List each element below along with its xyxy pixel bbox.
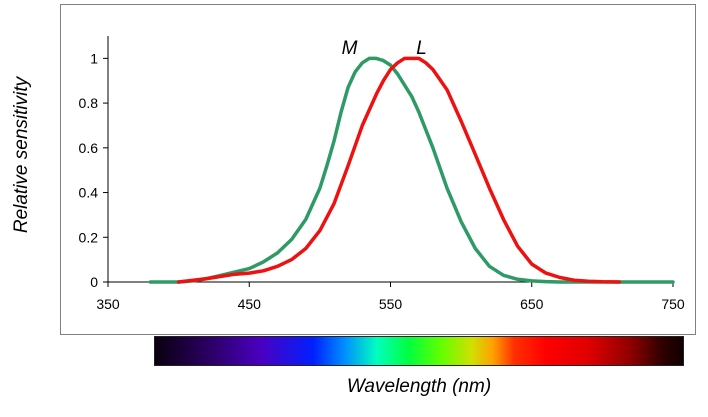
x-tick-label: 750: [661, 296, 685, 312]
x-tick-label: 350: [96, 296, 120, 312]
series-line-m: [148, 56, 675, 284]
wavelength-spectrum-bar: [154, 336, 684, 366]
series-line-l: [176, 56, 622, 284]
x-tick-label: 650: [520, 296, 544, 312]
x-axis-title: Wavelength (nm): [346, 376, 492, 397]
y-tick-label: 0.4: [79, 185, 99, 201]
y-tick-label: 1: [90, 50, 98, 66]
y-tick-label: 0: [90, 274, 98, 290]
chart-plot: 0 0.2 0.4 0.6 0.8 1 350 450 550 650 750 M L: [79, 36, 685, 312]
y-tick-label: 0.6: [79, 140, 99, 156]
curve-label-m: M: [342, 38, 358, 59]
y-tick-label: 0.8: [79, 95, 99, 111]
x-tick-label: 450: [238, 296, 262, 312]
x-tick-label: 550: [379, 296, 403, 312]
chart-frame: [60, 4, 696, 335]
y-axis-title: Relative sensitivity: [11, 76, 32, 234]
curve-label-l: L: [416, 38, 427, 59]
y-tick-label: 0.2: [79, 229, 99, 245]
